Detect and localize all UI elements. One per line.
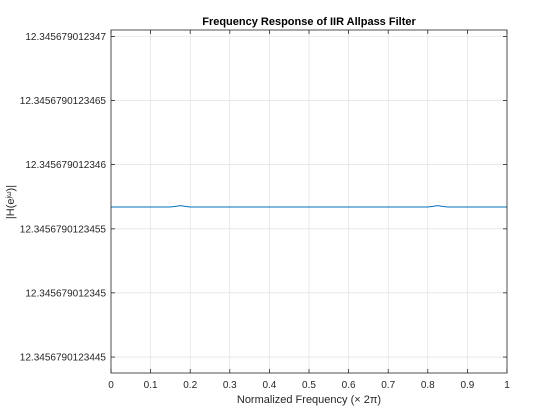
chart-title: Frequency Response of IIR Allpass Filter [202, 16, 416, 28]
series-line [111, 205, 507, 208]
y-tick-label: 12.3456790123445 [20, 353, 107, 364]
y-axis-label: |H(ejω)| [5, 185, 17, 219]
x-tick-label: 0 [108, 380, 114, 391]
x-tick-label: 0.5 [302, 380, 316, 391]
y-tick-label: 12.345679012347 [25, 32, 106, 43]
y-tick-label: 12.345679012345 [25, 288, 106, 299]
x-tick-label: 1 [504, 380, 510, 391]
x-tick-label: 0.3 [223, 380, 237, 391]
x-tick-label: 0.2 [183, 380, 197, 391]
x-tick-label: 0.1 [144, 380, 158, 391]
x-tick-label: 0.7 [381, 380, 395, 391]
x-tick-label: 0.8 [421, 380, 435, 391]
x-tick-label: 0.4 [262, 380, 276, 391]
x-axis-label: Normalized Frequency (× 2π) [237, 394, 381, 406]
y-tick-label: 12.345679012346 [25, 160, 106, 171]
ticks: 0 0.1 0.2 0.3 0.4 0.5 0.6 0.7 0.8 0.9 1 12.34567901… [20, 30, 510, 391]
x-tick-label: 0.9 [460, 380, 474, 391]
x-tick-label: 0.6 [342, 380, 356, 391]
y-tick-label: 12.3456790123465 [20, 96, 107, 107]
y-tick-label: 12.3456790123455 [20, 224, 107, 235]
